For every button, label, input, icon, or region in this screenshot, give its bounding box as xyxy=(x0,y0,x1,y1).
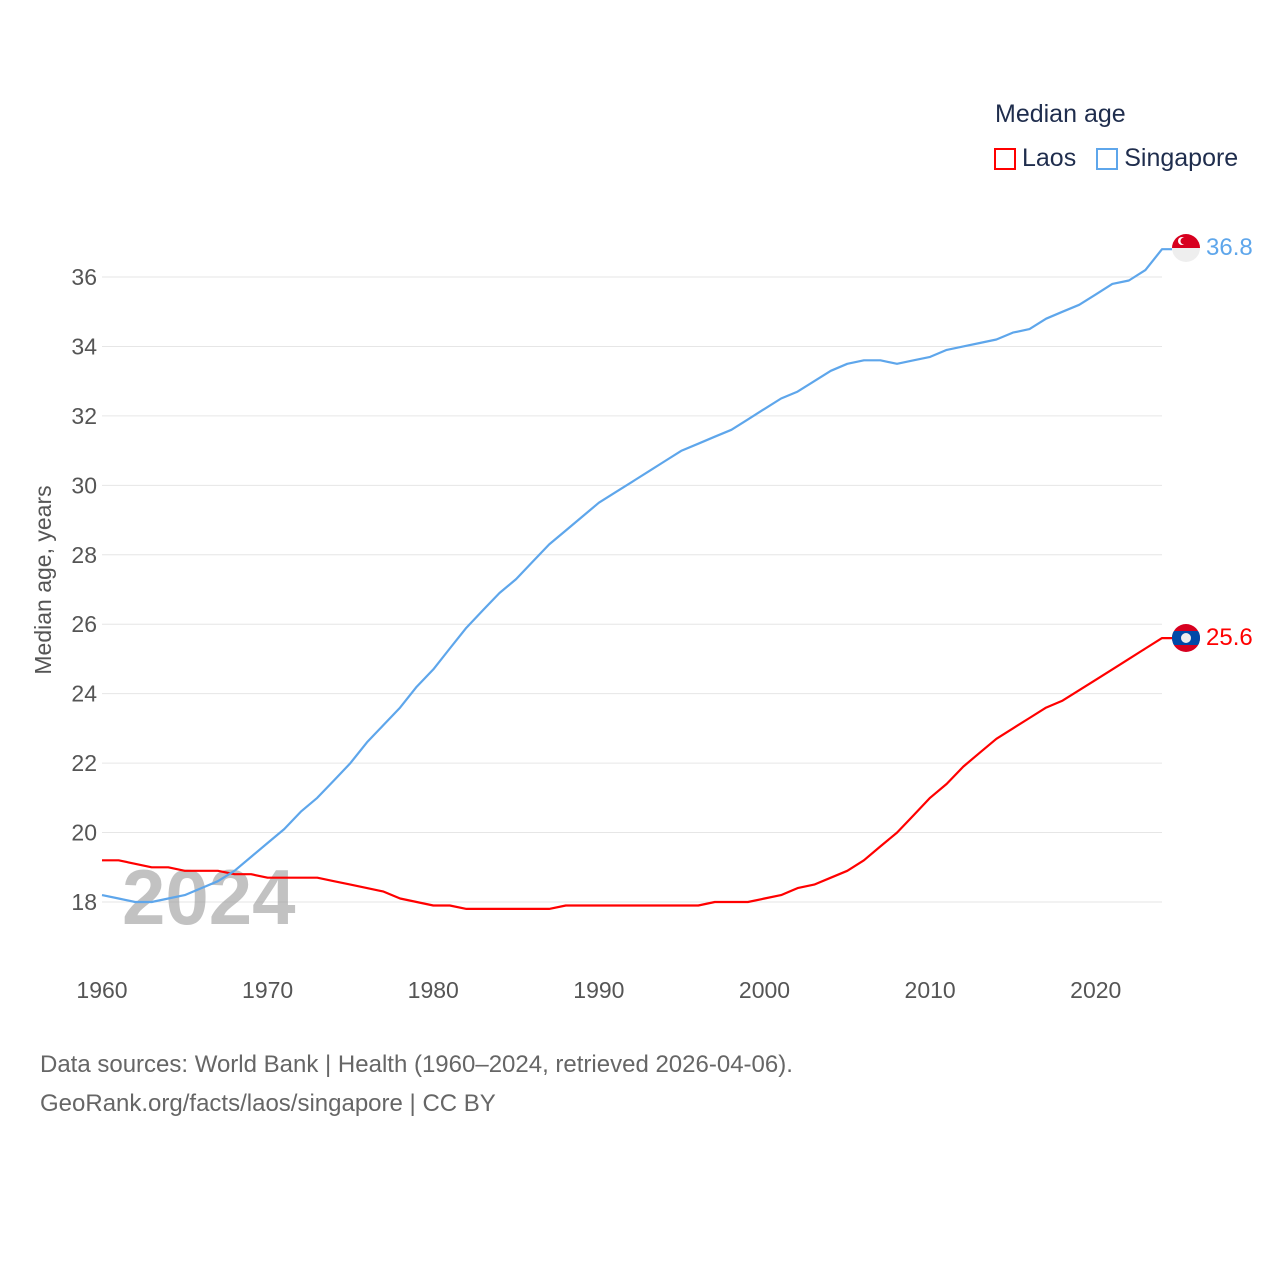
x-tick-label: 1960 xyxy=(76,977,127,1003)
x-tick-label: 1990 xyxy=(573,977,624,1003)
y-tick-label: 24 xyxy=(71,681,97,707)
y-tick-label: 34 xyxy=(71,333,97,359)
y-tick-label: 32 xyxy=(71,403,97,429)
series-line-singapore xyxy=(101,248,1172,904)
legend-item-laos[interactable]: Laos xyxy=(994,144,1076,173)
y-tick-label: 36 xyxy=(71,264,97,290)
y-tick-label: 18 xyxy=(71,889,97,915)
end-labels: 36.8 25.6 xyxy=(1172,234,1253,652)
singapore-swatch-icon xyxy=(1096,147,1119,170)
x-tick-label: 2020 xyxy=(1070,977,1121,1003)
x-tick-label: 1980 xyxy=(408,977,459,1003)
source-link[interactable]: GeoRank.org/facts/laos/singapore | CC BY xyxy=(40,1090,496,1117)
x-tick-label: 1970 xyxy=(242,977,293,1003)
singapore-flag-icon xyxy=(1172,234,1200,262)
x-tick-label: 2000 xyxy=(739,977,790,1003)
y-tick-label: 30 xyxy=(71,472,97,498)
legend-label: Singapore xyxy=(1124,144,1239,172)
source-note: Data sources: World Bank | Health (1960–… xyxy=(40,1045,793,1123)
series-lines xyxy=(101,248,1172,911)
source-line: Data sources: World Bank | Health (1960–… xyxy=(40,1051,793,1078)
y-tick-label: 28 xyxy=(71,542,97,568)
legend-label: Laos xyxy=(1022,144,1077,172)
legend-title: Median age xyxy=(995,100,1126,128)
legend: Laos Singapore xyxy=(994,144,1238,173)
y-tick-label: 22 xyxy=(71,750,97,776)
singapore-end-value: 36.8 xyxy=(1206,234,1253,261)
laos-flag-icon xyxy=(1172,624,1200,652)
series-line-laos xyxy=(102,636,1172,911)
y-tick-label: 26 xyxy=(71,611,97,637)
gridlines xyxy=(102,276,1162,903)
laos-swatch-icon xyxy=(994,147,1016,170)
y-axis-ticks: 18 20 22 24 26 28 30 32 34 36 xyxy=(71,264,97,915)
y-axis-label: Median age, years xyxy=(30,485,56,674)
y-tick-label: 20 xyxy=(71,820,97,846)
laos-end-value: 25.6 xyxy=(1206,624,1253,651)
legend-item-singapore[interactable]: Singapore xyxy=(1096,144,1238,173)
x-axis-ticks: 1960 1970 1980 1990 2000 2010 2020 xyxy=(76,977,1121,1003)
x-tick-label: 2010 xyxy=(905,977,956,1003)
